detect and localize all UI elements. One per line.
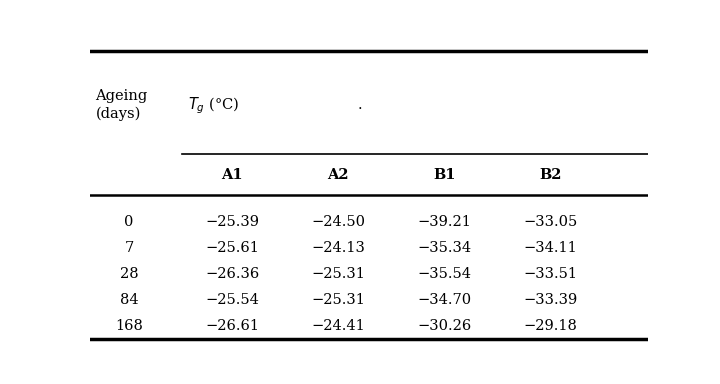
Text: 28: 28 bbox=[120, 267, 138, 281]
Text: B2: B2 bbox=[539, 168, 562, 182]
Text: 7: 7 bbox=[125, 241, 134, 255]
Text: $T_g$ (°C): $T_g$ (°C) bbox=[188, 95, 239, 116]
Text: .: . bbox=[358, 98, 362, 112]
Text: −26.36: −26.36 bbox=[205, 267, 259, 281]
Text: −33.05: −33.05 bbox=[523, 215, 577, 229]
Text: 168: 168 bbox=[115, 319, 143, 333]
Text: −26.61: −26.61 bbox=[205, 319, 259, 333]
Text: A1: A1 bbox=[222, 168, 243, 182]
Text: −25.31: −25.31 bbox=[311, 267, 365, 281]
Text: −25.39: −25.39 bbox=[205, 215, 259, 229]
Text: −39.21: −39.21 bbox=[418, 215, 472, 229]
Text: −24.41: −24.41 bbox=[312, 319, 365, 333]
Text: −34.11: −34.11 bbox=[523, 241, 577, 255]
Text: −34.70: −34.70 bbox=[418, 293, 472, 307]
Text: −33.39: −33.39 bbox=[523, 293, 577, 307]
Text: −35.54: −35.54 bbox=[418, 267, 472, 281]
Text: 84: 84 bbox=[120, 293, 138, 307]
Text: A2: A2 bbox=[328, 168, 349, 182]
Text: −35.34: −35.34 bbox=[418, 241, 472, 255]
Text: −24.13: −24.13 bbox=[311, 241, 365, 255]
Text: Ageing
(days): Ageing (days) bbox=[96, 89, 148, 121]
Text: −30.26: −30.26 bbox=[417, 319, 472, 333]
Text: −24.50: −24.50 bbox=[311, 215, 365, 229]
Text: −33.51: −33.51 bbox=[523, 267, 577, 281]
Text: −25.31: −25.31 bbox=[311, 293, 365, 307]
Text: −29.18: −29.18 bbox=[523, 319, 577, 333]
Text: 0: 0 bbox=[125, 215, 134, 229]
Text: −25.61: −25.61 bbox=[205, 241, 259, 255]
Text: −25.54: −25.54 bbox=[205, 293, 259, 307]
Text: B1: B1 bbox=[433, 168, 456, 182]
